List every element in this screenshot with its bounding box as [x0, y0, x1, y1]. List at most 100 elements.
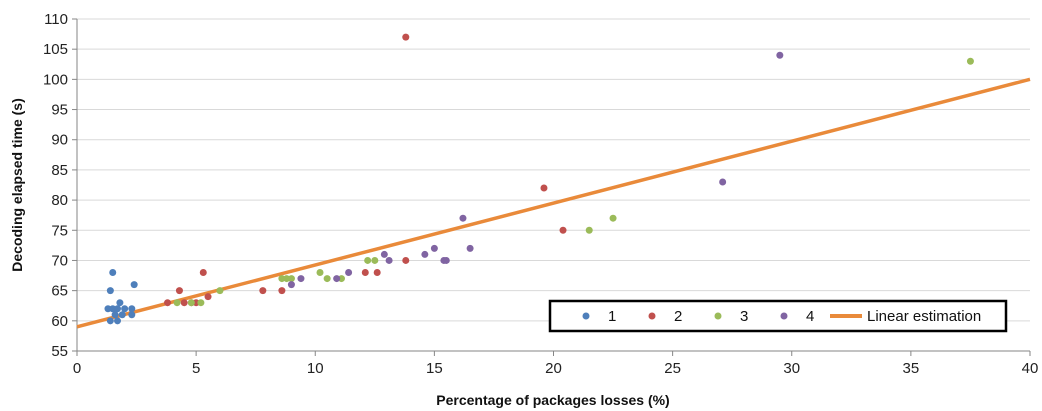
legend-marker-1 — [582, 312, 590, 320]
y-tick-label-100: 100 — [43, 71, 68, 88]
data-points — [104, 33, 974, 325]
point-series-4-1 — [297, 275, 305, 283]
point-series-4-10 — [459, 214, 467, 222]
y-tick-label-75: 75 — [51, 222, 68, 239]
point-series-4-2 — [333, 275, 341, 283]
gridlines — [77, 18, 1030, 322]
point-series-2-7 — [259, 287, 267, 295]
y-tick-label-90: 90 — [51, 132, 68, 149]
point-series-3-13 — [609, 214, 617, 222]
point-series-2-2 — [180, 299, 188, 307]
point-series-1-5 — [111, 311, 119, 319]
point-series-3-2 — [197, 299, 205, 307]
series-4 — [287, 51, 784, 289]
x-tick-label-10: 10 — [307, 360, 324, 377]
point-series-1-13 — [130, 281, 138, 289]
x-tick-label-40: 40 — [1022, 360, 1039, 377]
point-series-3-10 — [364, 256, 372, 264]
y-axis-title: Decoding elapsed time (s) — [9, 98, 25, 271]
point-series-3-12 — [585, 226, 593, 234]
point-series-2-9 — [361, 269, 369, 277]
point-series-1-1 — [106, 317, 114, 325]
x-tick-label-25: 25 — [664, 360, 681, 377]
point-series-1-4 — [109, 269, 117, 277]
point-series-3-1 — [187, 299, 195, 307]
series-3 — [173, 57, 974, 307]
x-axis-title: Percentage of packages losses (%) — [436, 392, 669, 408]
point-series-1-9 — [118, 311, 126, 319]
legend-item-4: 4 — [780, 308, 814, 325]
y-tick-label-85: 85 — [51, 162, 68, 179]
point-series-3-6 — [287, 275, 295, 283]
point-series-2-5 — [199, 269, 207, 277]
point-series-2-11 — [402, 256, 410, 264]
point-series-4-9 — [442, 256, 450, 264]
x-tick-label-5: 5 — [192, 360, 200, 377]
legend-box — [548, 299, 1008, 333]
point-series-4-7 — [430, 244, 438, 252]
legend-item-1: 1 — [582, 308, 616, 325]
legend-item-3: 3 — [714, 308, 748, 325]
x-tick-label-0: 0 — [73, 360, 81, 377]
legend-label-2: 2 — [674, 308, 682, 325]
legend-label-3: 3 — [740, 308, 748, 325]
point-series-1-8 — [116, 299, 124, 307]
legend-item-trendline: Linear estimation — [830, 308, 981, 325]
y-tick-label-110: 110 — [44, 11, 68, 28]
trendline-linear-estimation — [76, 77, 1031, 329]
x-tick-label-20: 20 — [545, 360, 562, 377]
y-tick-label-80: 80 — [51, 192, 68, 209]
point-series-2-13 — [540, 184, 548, 192]
legend-label-1: 1 — [608, 308, 616, 325]
y-tick-label-60: 60 — [51, 313, 68, 330]
point-series-2-8 — [278, 287, 286, 295]
legend-item-2: 2 — [648, 308, 682, 325]
point-series-2-6 — [204, 293, 212, 301]
x-tick-labels: 0 5 10 15 20 25 30 35 40 — [73, 360, 1039, 377]
point-series-1-10 — [121, 305, 129, 313]
legend-label-4: 4 — [806, 308, 814, 325]
point-series-1-2 — [106, 287, 114, 295]
point-series-1-6 — [114, 305, 122, 313]
legend: 1 2 3 4 Linear estimation — [548, 299, 1008, 333]
point-series-4-13 — [776, 51, 784, 59]
point-series-2-1 — [175, 287, 183, 295]
point-series-3-0 — [173, 299, 181, 307]
point-series-2-10 — [373, 269, 381, 277]
y-tick-labels: 55 60 65 70 75 80 85 90 95 100 105 110 — [43, 11, 68, 360]
point-series-4-4 — [380, 250, 388, 258]
point-series-4-3 — [345, 269, 353, 277]
legend-label-trendline: Linear estimation — [867, 308, 981, 325]
point-series-3-8 — [323, 275, 331, 283]
legend-marker-4 — [780, 312, 788, 320]
point-series-3-7 — [316, 269, 324, 277]
point-series-2-14 — [559, 226, 567, 234]
point-series-2-12 — [402, 33, 410, 41]
point-series-4-0 — [287, 281, 295, 289]
trendline-layer — [76, 77, 1031, 329]
point-series-4-12 — [719, 178, 727, 186]
point-series-3-11 — [371, 256, 379, 264]
point-series-1-11 — [128, 311, 136, 319]
series-1 — [104, 269, 138, 325]
y-tick-label-65: 65 — [51, 283, 68, 300]
y-tick-label-55: 55 — [51, 343, 68, 360]
axes — [72, 18, 1031, 356]
point-series-1-12 — [128, 305, 136, 313]
point-series-1-7 — [114, 317, 122, 325]
point-series-2-0 — [164, 299, 172, 307]
y-tick-label-70: 70 — [51, 252, 68, 269]
point-series-4-11 — [466, 244, 474, 252]
point-series-3-14 — [966, 57, 974, 65]
y-tick-label-105: 105 — [43, 41, 68, 58]
point-series-4-5 — [385, 256, 393, 264]
y-tick-label-95: 95 — [51, 102, 68, 119]
legend-marker-3 — [714, 312, 722, 320]
x-tick-label-15: 15 — [426, 360, 443, 377]
legend-marker-2 — [648, 312, 656, 320]
point-series-4-6 — [421, 250, 429, 258]
x-tick-label-30: 30 — [783, 360, 800, 377]
point-series-3-3 — [216, 287, 224, 295]
x-tick-label-35: 35 — [903, 360, 920, 377]
